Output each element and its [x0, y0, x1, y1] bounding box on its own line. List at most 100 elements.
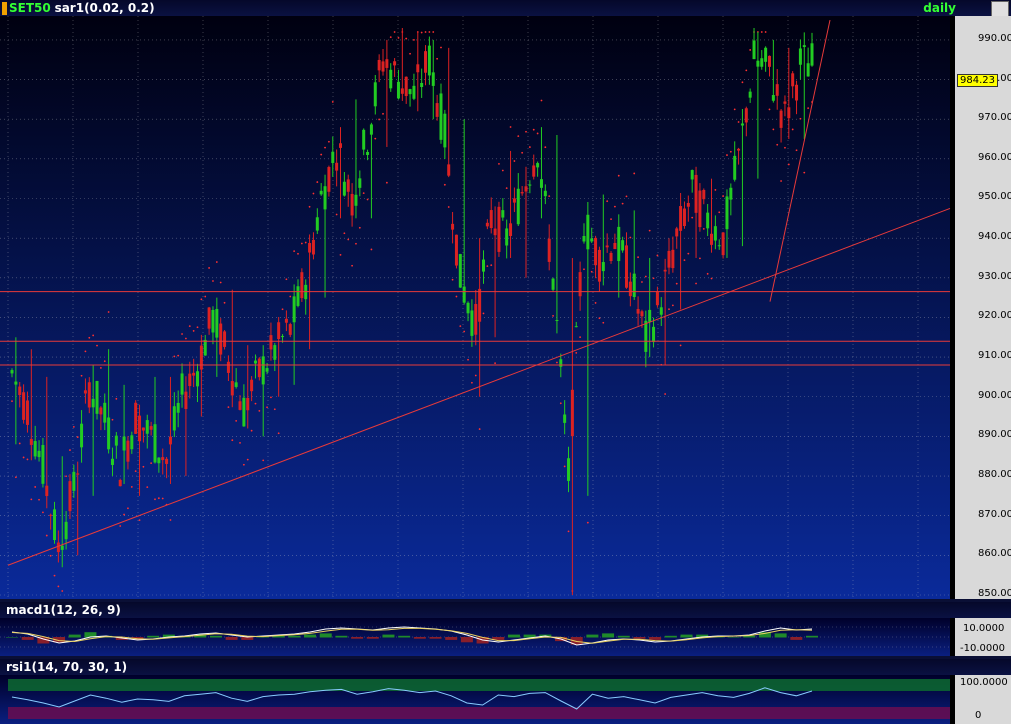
macd-histogram-bar	[351, 637, 364, 639]
candle-body	[369, 124, 373, 135]
sar-dot	[710, 277, 713, 280]
candle-body	[636, 309, 640, 314]
macd-pane[interactable]: 10.0000 -10.0000	[0, 618, 1011, 656]
price-chart[interactable]	[0, 16, 1011, 599]
candle-body	[373, 82, 377, 107]
sar-dot	[803, 171, 806, 174]
candle-body	[539, 179, 543, 188]
candle-body	[659, 307, 663, 315]
candle-body	[60, 545, 64, 550]
candle-body	[300, 272, 304, 299]
candle-body	[130, 435, 134, 450]
sar-dot	[741, 81, 744, 84]
sar-dot	[378, 118, 381, 121]
candle-body	[400, 88, 404, 94]
candle-body	[694, 174, 698, 213]
price-pane[interactable]: 990.00980.00970.00960.00950.00940.00930.…	[0, 16, 1011, 599]
candle-body	[269, 335, 273, 350]
sar-dot	[49, 554, 52, 557]
candle-body	[416, 64, 420, 73]
pane-maximize-icon[interactable]	[991, 1, 1009, 17]
candle-body	[246, 397, 250, 411]
candle-body	[412, 85, 416, 99]
candle-body	[779, 110, 783, 128]
candle-body	[563, 414, 567, 423]
macd-histogram-bar	[806, 635, 818, 638]
candle-body	[427, 45, 431, 76]
macd-histogram-bar	[84, 632, 97, 638]
sar-dot	[652, 277, 655, 280]
rsi-axis[interactable]	[955, 675, 1011, 724]
candle-body	[512, 198, 516, 203]
sar-dot	[637, 256, 639, 259]
sar-dot	[737, 121, 740, 123]
sar-dot	[45, 534, 48, 537]
candle-body	[454, 234, 458, 266]
sar-dot	[787, 163, 790, 166]
sar-dot	[482, 312, 485, 315]
sar-dot	[285, 278, 288, 281]
candle-body	[134, 402, 138, 434]
rsi-pane[interactable]: 100.0000 0	[0, 675, 1011, 724]
candle-body	[153, 424, 157, 463]
sar-dot	[648, 229, 651, 232]
rising-trendline	[7, 207, 951, 566]
sar-dot	[807, 107, 810, 110]
candle-body	[458, 254, 462, 288]
candle-body	[420, 82, 424, 88]
sar-dot	[729, 150, 732, 153]
macd-histogram-bar	[147, 635, 160, 638]
candle-body	[161, 457, 165, 461]
symbol-label: SET50	[9, 1, 51, 15]
sar-dot	[455, 295, 458, 298]
sar-dot	[552, 314, 554, 317]
sar-dot	[80, 374, 83, 377]
sar-dot	[331, 101, 334, 103]
macd-histogram-bar	[774, 633, 787, 638]
sar-dot	[53, 574, 56, 577]
symbol-marker	[2, 2, 7, 15]
macd-histogram-bar	[21, 637, 34, 640]
sar-dot	[134, 470, 137, 473]
candle-body	[335, 162, 339, 171]
candle-body	[663, 269, 667, 272]
candle-body	[798, 48, 802, 65]
macd-histogram-bar	[209, 635, 222, 638]
candle-body	[308, 243, 312, 253]
sar-dot	[192, 330, 195, 332]
macd-histogram-bar	[225, 637, 238, 640]
sar-dot	[150, 462, 153, 465]
candle-body	[234, 382, 238, 387]
candle-body	[145, 420, 149, 434]
candle-body	[350, 193, 354, 216]
macd-axis[interactable]	[955, 618, 1011, 656]
candle-body	[53, 509, 57, 541]
macd-histogram-bar	[570, 637, 583, 645]
sar-dot	[664, 393, 667, 395]
period-label[interactable]: daily	[923, 1, 956, 15]
price-axis[interactable]	[955, 16, 1011, 599]
sar-dot	[335, 213, 338, 216]
sar-dot	[749, 49, 752, 51]
rsi-chart[interactable]	[0, 675, 1011, 724]
candle-body	[810, 43, 814, 66]
candle-body	[713, 226, 717, 241]
candle-body	[122, 436, 126, 451]
rsi-line	[11, 687, 813, 710]
sar-dot	[451, 278, 454, 281]
candle-body	[253, 360, 257, 364]
candle-body	[192, 372, 196, 376]
candle-body	[682, 208, 686, 227]
candle-body	[690, 170, 694, 180]
sar-dot	[795, 149, 798, 152]
price-tick-label: 950.00	[978, 191, 1011, 203]
candle-body	[292, 296, 296, 323]
candle-body	[617, 226, 621, 262]
candle-body	[172, 406, 176, 431]
candle-body	[605, 245, 609, 248]
sar-dot	[501, 169, 504, 172]
macd-chart[interactable]	[0, 618, 1011, 656]
candle-body	[667, 250, 671, 268]
sar-dot	[215, 261, 218, 263]
